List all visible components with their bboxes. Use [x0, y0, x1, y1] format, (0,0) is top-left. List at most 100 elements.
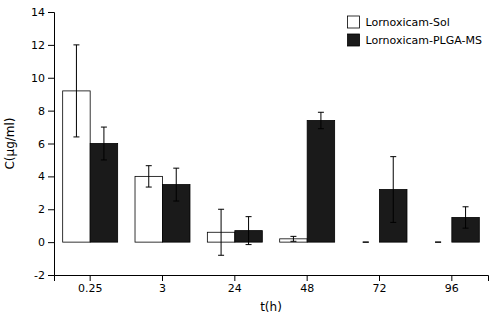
plot: -2024681012140.25324487296Lornoxicam-Sol… — [31, 6, 489, 295]
error-bar — [73, 45, 79, 137]
x-tick-label: 48 — [300, 282, 314, 295]
x-tick: 3 — [159, 275, 166, 295]
x-tick: 72 — [373, 275, 387, 295]
legend-item: Lornoxicam-PLGA-MS — [348, 34, 482, 47]
y-tick-mark — [48, 45, 54, 46]
x-tick-mark — [379, 275, 380, 281]
x-tick: 0.25 — [78, 275, 103, 295]
y-tick-label: 6 — [38, 138, 45, 151]
y-tick-mark — [48, 275, 54, 276]
error-bar-cap — [463, 206, 469, 207]
y-axis-title: C(μg/ml) — [3, 117, 17, 169]
x-tick-mark — [234, 275, 235, 281]
x-tick: 24 — [228, 275, 242, 295]
chart: -2024681012140.25324487296Lornoxicam-Sol… — [0, 0, 500, 319]
error-bar-cap — [146, 187, 152, 188]
y-tick: 8 — [38, 105, 54, 118]
y-tick-mark — [48, 242, 54, 243]
legend-swatch — [348, 34, 360, 46]
x-tick-mark — [90, 275, 91, 281]
y-axis-line — [48, 13, 55, 276]
error-bar-cap — [246, 216, 252, 217]
x-axis-line — [55, 276, 489, 282]
y-tick-mark — [48, 144, 54, 145]
y-axis: -2 0 2 4 6 8 10 12 14 — [31, 6, 55, 282]
y-tick: 14 — [31, 6, 54, 19]
bar — [352, 242, 379, 243]
error-bar-cap — [73, 136, 79, 137]
y-tick: -2 — [34, 269, 54, 282]
bar — [307, 120, 334, 242]
x-tick-label: 96 — [445, 282, 459, 295]
error-bar-cap — [390, 222, 396, 223]
error-bar-stem — [248, 217, 249, 245]
x-tick-mark — [162, 275, 163, 281]
error-bar-cap — [435, 242, 441, 243]
y-tick: 10 — [31, 72, 54, 85]
error-bar-cap — [363, 242, 369, 243]
x-tick-mark — [451, 275, 452, 281]
error-bar — [435, 242, 441, 243]
x-tick-mark — [307, 275, 308, 281]
error-bar-stem — [393, 157, 394, 223]
error-bar-cap — [101, 159, 107, 160]
error-bar — [146, 166, 152, 187]
error-bar-cap — [290, 241, 296, 242]
error-bar — [173, 168, 179, 201]
x-tick-label: 3 — [159, 282, 166, 295]
error-bar — [390, 157, 396, 223]
y-tick-label: 12 — [31, 39, 45, 52]
y-tick-mark — [48, 12, 54, 13]
x-tick-label: 24 — [228, 282, 242, 295]
error-bar-cap — [463, 228, 469, 229]
error-bar — [318, 112, 324, 128]
error-bar-cap — [73, 44, 79, 45]
error-bar — [290, 236, 296, 241]
error-bar-cap — [218, 209, 224, 210]
error-bar-cap — [318, 128, 324, 129]
x-axis: 0.25 3 24 48 72 96 — [55, 275, 489, 295]
y-tick: 12 — [31, 39, 54, 52]
error-bar-cap — [173, 168, 179, 169]
x-tick: 48 — [300, 275, 314, 295]
error-bar — [363, 242, 369, 243]
error-bar — [101, 127, 107, 160]
y-tick-label: -2 — [34, 269, 45, 282]
error-bar-cap — [101, 127, 107, 128]
marks — [63, 45, 480, 255]
error-bar-stem — [76, 45, 77, 137]
legend-swatch — [348, 16, 360, 28]
y-tick-label: 14 — [31, 6, 45, 19]
y-tick-mark — [48, 176, 54, 177]
error-bar-stem — [320, 112, 321, 128]
y-tick: 4 — [38, 170, 54, 183]
y-tick: 0 — [38, 236, 54, 249]
y-tick-label: 2 — [38, 203, 45, 216]
error-bar — [463, 207, 469, 228]
y-tick-label: 0 — [38, 236, 45, 249]
error-bar-stem — [103, 127, 104, 160]
y-tick: 2 — [38, 203, 54, 216]
x-tick-label: 0.25 — [78, 282, 103, 295]
error-bar-cap — [435, 242, 441, 243]
series — [63, 45, 441, 255]
error-bar-cap — [318, 112, 324, 113]
error-bar — [246, 217, 252, 245]
error-bar-stem — [293, 236, 294, 241]
y-tick-mark — [48, 209, 54, 210]
series — [90, 112, 479, 244]
error-bar-cap — [218, 255, 224, 256]
error-bar — [218, 209, 224, 255]
error-bar-stem — [465, 207, 466, 228]
y-tick: 6 — [38, 138, 54, 151]
legend-label: Lornoxicam-PLGA-MS — [366, 34, 482, 47]
error-bar-cap — [173, 201, 179, 202]
error-bar-stem — [221, 209, 222, 255]
legend-item: Lornoxicam-Sol — [348, 16, 450, 29]
y-tick-mark — [48, 111, 54, 112]
error-bar-cap — [363, 242, 369, 243]
error-bar-stem — [176, 168, 177, 201]
x-tick-label: 72 — [373, 282, 387, 295]
legend-label: Lornoxicam-Sol — [366, 16, 450, 29]
legend: Lornoxicam-Sol Lornoxicam-PLGA-MS — [348, 16, 482, 47]
